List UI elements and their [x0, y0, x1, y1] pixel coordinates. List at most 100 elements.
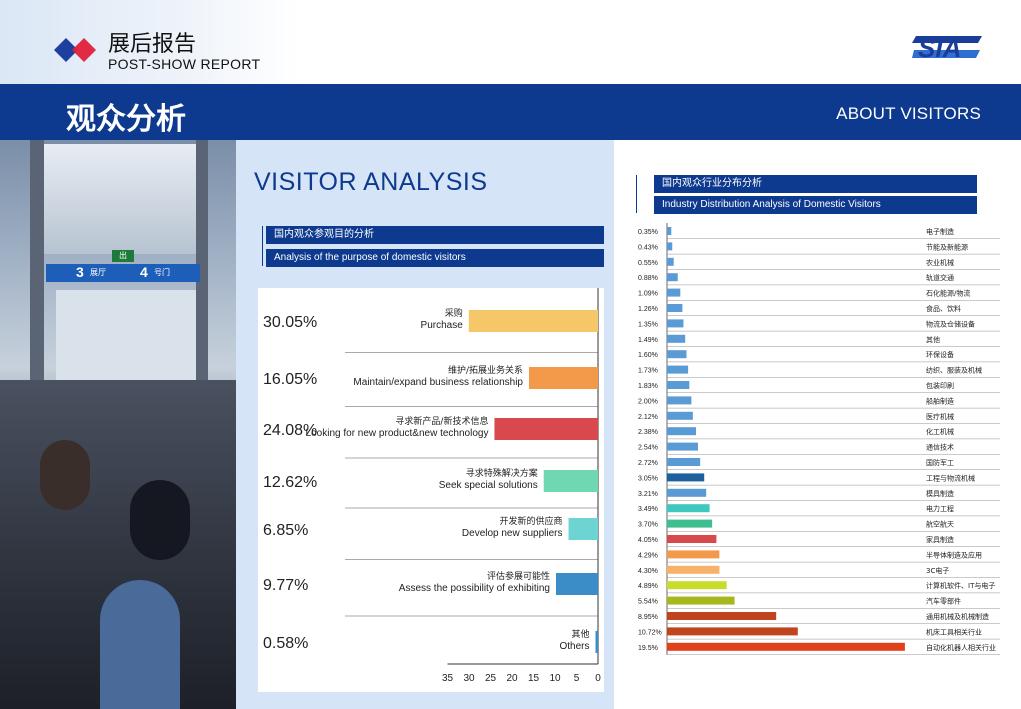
industry-category-label: 自动化机器人相关行业	[926, 643, 996, 652]
industry-bar	[667, 550, 720, 559]
purpose-category-cn: 寻求新产品/新技术信息	[395, 415, 488, 427]
purpose-category-cn: 其他	[571, 628, 589, 640]
photo-person-silhouette	[100, 580, 180, 709]
industry-value-label: 2.54%	[638, 445, 658, 452]
brand-diamond-icon	[54, 38, 96, 62]
purpose-category-en: Looking for new product&new technology	[306, 428, 489, 439]
industry-bar	[667, 411, 693, 420]
industry-value-label: 0.55%	[638, 260, 658, 267]
purpose-category-cn: 维护/拓展业务关系	[448, 364, 523, 376]
purpose-bar	[468, 310, 598, 332]
purpose-value-label: 0.58%	[263, 635, 308, 652]
industry-heading-cn: 国内观众行业分布分析	[654, 175, 977, 193]
purpose-bar	[528, 367, 598, 389]
gate-sign-label: 号门	[154, 268, 170, 277]
industry-value-label: 4.30%	[638, 568, 658, 575]
industry-category-label: 包装印刷	[926, 381, 954, 390]
industry-category-label: 医疗机械	[926, 412, 954, 421]
industry-bar	[667, 427, 697, 436]
industry-value-label: 3.05%	[638, 475, 658, 482]
industry-value-label: 1.49%	[638, 337, 658, 344]
purpose-x-tick: 35	[442, 673, 454, 684]
heading-accent-line	[262, 226, 263, 266]
industry-value-label: 10.72%	[638, 629, 662, 636]
industry-heading-en: Industry Distribution Analysis of Domest…	[654, 196, 977, 214]
purpose-category-en: Maintain/expand business relationship	[353, 377, 523, 388]
industry-category-label: 轨道交通	[926, 273, 954, 282]
purpose-bar	[494, 418, 598, 440]
hall-sign-label: 展厅	[90, 268, 106, 277]
purpose-category-cn: 开发新的供应商	[500, 515, 563, 527]
industry-category-label: 国防军工	[926, 458, 954, 467]
industry-bar	[667, 288, 681, 297]
industry-value-label: 1.26%	[638, 306, 658, 313]
industry-bar	[667, 565, 720, 574]
header-gradient	[0, 0, 300, 84]
purpose-x-tick: 30	[463, 673, 475, 684]
industry-value-label: 4.89%	[638, 583, 658, 590]
industry-value-label: 5.54%	[638, 599, 658, 606]
purpose-value-label: 30.05%	[263, 314, 317, 331]
industry-bar	[667, 273, 678, 282]
industry-category-label: 食品、饮料	[926, 304, 961, 313]
hall-sign-number: 3	[76, 264, 84, 280]
purpose-x-tick: 0	[595, 673, 601, 684]
purpose-value-label: 9.77%	[263, 577, 308, 594]
industry-value-label: 3.70%	[638, 522, 658, 529]
photo-person-silhouette	[130, 480, 190, 560]
section-band	[0, 84, 1021, 140]
industry-bar	[667, 627, 798, 636]
purpose-category-en: Others	[559, 641, 589, 652]
industry-category-label: 农业机械	[926, 258, 954, 267]
gate-sign-number: 4	[140, 264, 148, 280]
industry-bar	[667, 350, 687, 359]
sia-logo: SIA	[912, 30, 984, 64]
industry-category-label: 汽车零部件	[926, 597, 961, 606]
industry-value-label: 1.35%	[638, 321, 658, 328]
purpose-x-tick: 15	[528, 673, 540, 684]
industry-value-label: 2.72%	[638, 460, 658, 467]
industry-bar	[667, 535, 717, 543]
industry-bar	[667, 612, 777, 620]
industry-category-label: 石化能源/物流	[926, 289, 970, 298]
purpose-x-tick: 25	[485, 673, 497, 684]
industry-bar	[667, 396, 692, 405]
industry-value-label: 0.43%	[638, 244, 658, 251]
band-title-en: ABOUT VISITORS	[836, 104, 981, 123]
industry-category-label: 计算机软件、IT与电子	[926, 581, 995, 590]
industry-category-label: 电力工程	[926, 504, 954, 513]
crowd-photo: 3 展厅 4 号门 出	[0, 140, 236, 709]
purpose-category-en: Develop new suppliers	[462, 528, 563, 539]
sia-logo-text: SIA	[918, 33, 962, 63]
report-title-cn: 展后报告	[108, 32, 197, 57]
industry-category-label: 通信技术	[926, 443, 954, 452]
sia-logo-mark	[912, 36, 982, 58]
industry-category-label: 通用机械及机械制造	[926, 612, 989, 621]
photo-ceiling	[44, 144, 204, 254]
purpose-category-en: Assess the possibility of exhibiting	[399, 583, 550, 594]
purpose-heading-en: Analysis of the purpose of domestic visi…	[266, 249, 604, 267]
visitor-analysis-title: VISITOR ANALYSIS	[254, 168, 488, 196]
industry-category-label: 航空航天	[926, 520, 954, 529]
industry-value-label: 4.29%	[638, 552, 658, 559]
industry-category-label: 模具制造	[926, 489, 954, 498]
industry-value-label: 19.5%	[638, 645, 658, 652]
industry-value-label: 2.38%	[638, 429, 658, 436]
purpose-category-en: Seek special solutions	[439, 480, 538, 491]
industry-category-label: 3C电子	[926, 566, 949, 575]
industry-bar	[667, 365, 689, 374]
industry-category-label: 节能及新能源	[926, 242, 968, 251]
industry-bar	[667, 504, 710, 513]
purpose-category-cn: 评估参展可能性	[487, 570, 550, 582]
industry-bar	[667, 581, 727, 590]
industry-value-label: 1.09%	[638, 291, 658, 298]
photo-glass-door	[56, 290, 196, 390]
industry-category-label: 环保设备	[926, 350, 954, 359]
industry-bar	[667, 488, 707, 497]
industry-value-label: 1.83%	[638, 383, 658, 390]
purpose-bar	[595, 631, 598, 653]
industry-category-label: 电子制造	[926, 227, 954, 236]
band-title-cn: 观众分析	[66, 102, 186, 137]
